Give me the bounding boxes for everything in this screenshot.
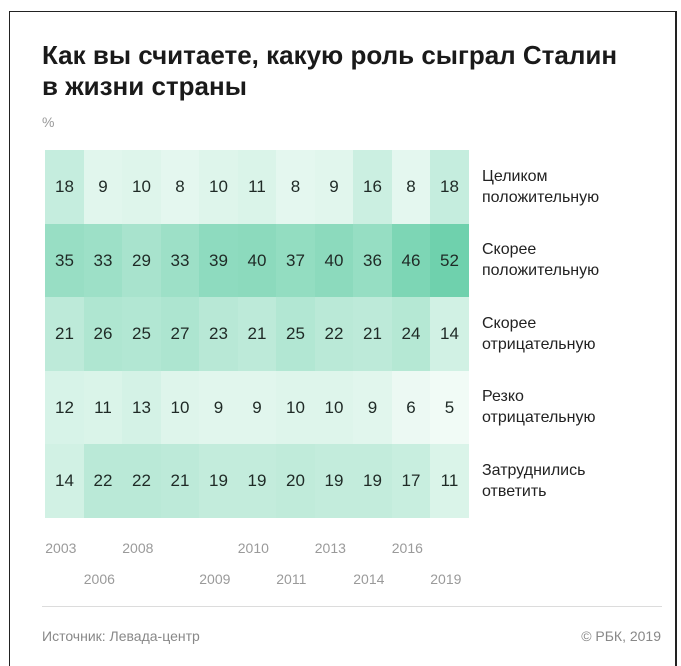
year-tick-label: 2009	[199, 571, 231, 587]
heatmap-cell: 19	[353, 444, 392, 518]
row-label-line-2: положительную	[482, 188, 600, 206]
title-line-2: в жизни страны	[42, 71, 247, 101]
heatmap-cell: 24	[391, 297, 431, 371]
heatmap-cell: 5	[430, 370, 469, 445]
row-label-line-2: ответить	[482, 482, 547, 500]
footer-divider	[42, 606, 662, 607]
heatmap-cell: 18	[430, 150, 469, 224]
heatmap-cell: 10	[314, 370, 354, 445]
row-label-line-2: отрицательную	[482, 335, 596, 353]
year-tick-label: 2010	[237, 540, 269, 556]
year-tick-label: 2013	[314, 540, 346, 556]
heatmap-cell: 29	[122, 223, 161, 298]
heatmap-cell: 33	[160, 223, 200, 298]
heatmap-cell: 20	[276, 444, 315, 518]
heatmap-cell: 11	[237, 150, 277, 224]
chart-title: Как вы считаете, какую роль сыграл Стали…	[42, 40, 662, 102]
heatmap-cell: 21	[353, 297, 392, 371]
heatmap-cell: 14	[45, 444, 84, 518]
row-label-line-1: Целиком	[482, 167, 548, 185]
heatmap-cell: 10	[276, 370, 315, 445]
heatmap-cell: 21	[45, 297, 84, 371]
heatmap-cell: 16	[353, 150, 392, 224]
heatmap-cell: 10	[122, 150, 161, 224]
heatmap-cell: 33	[83, 223, 123, 298]
heatmap-cell: 11	[430, 444, 469, 518]
year-tick-label: 2016	[391, 540, 423, 556]
heatmap-cell: 40	[314, 223, 354, 298]
heatmap-cell: 11	[83, 370, 123, 445]
heatmap-cell: 21	[237, 297, 277, 371]
heatmap-cell: 52	[430, 223, 469, 298]
row-label: Скорее положительную	[482, 239, 599, 281]
heatmap-cell: 10	[160, 370, 200, 445]
row-label-line-1: Затруднились	[482, 461, 586, 479]
row-label: Резко отрицательную	[482, 386, 595, 428]
heatmap-cell: 19	[237, 444, 277, 518]
row-label: Скорее отрицательную	[482, 313, 595, 355]
row-label-line-2: положительную	[482, 262, 600, 280]
heatmap-cell: 10	[199, 150, 238, 224]
heatmap-cell: 8	[160, 150, 200, 224]
heatmap-cell: 21	[160, 444, 200, 518]
heatmap-cell: 25	[122, 297, 161, 371]
heatmap-cell: 37	[276, 223, 315, 298]
heatmap-cell: 46	[391, 223, 431, 298]
row-label: Целиком положительную	[482, 166, 599, 208]
heatmap-cell: 17	[391, 444, 431, 518]
year-tick-label: 2006	[83, 571, 115, 587]
row-label-line-1: Скорее	[482, 314, 537, 332]
year-tick-label: 2019	[430, 571, 462, 587]
heatmap-cell: 35	[45, 223, 84, 298]
heatmap-cell: 9	[353, 370, 392, 445]
heatmap-cell: 18	[45, 150, 84, 224]
heatmap-cell: 14	[430, 297, 469, 371]
heatmap-cell: 9	[199, 370, 238, 445]
heatmap-cell: 22	[314, 297, 354, 371]
heatmap-cell: 26	[83, 297, 123, 371]
copyright-text: © РБК, 2019	[581, 628, 661, 644]
heatmap-cell: 9	[237, 370, 277, 445]
row-label-line-1: Резко	[482, 388, 524, 406]
heatmap-cell: 8	[391, 150, 431, 224]
year-tick-label: 2011	[276, 571, 307, 587]
heatmap-cell: 40	[237, 223, 277, 298]
heatmap-cell: 23	[199, 297, 238, 371]
heatmap-cell: 25	[276, 297, 315, 371]
year-tick-label: 2003	[45, 540, 77, 556]
heatmap-cell: 9	[314, 150, 354, 224]
heatmap-cell: 36	[353, 223, 392, 298]
heatmap-cell: 19	[314, 444, 354, 518]
row-label: Затруднились ответить	[482, 460, 585, 502]
heatmap-cell: 39	[199, 223, 238, 298]
heatmap-cell: 8	[276, 150, 315, 224]
heatmap-cell: 9	[83, 150, 123, 224]
title-line-1: Как вы считаете, какую роль сыграл Стали…	[42, 40, 618, 70]
heatmap-cell: 12	[45, 370, 84, 445]
heatmap-cell: 27	[160, 297, 200, 371]
heatmap-cell: 22	[122, 444, 161, 518]
heatmap-cell: 22	[83, 444, 123, 518]
heatmap-cell: 13	[122, 370, 161, 445]
year-tick-label: 2008	[122, 540, 154, 556]
unit-label: %	[42, 114, 55, 130]
row-label-line-1: Скорее	[482, 241, 537, 259]
source-text: Источник: Левада-центр	[42, 628, 200, 644]
row-label-line-2: отрицательную	[482, 409, 596, 427]
heatmap-cell: 6	[391, 370, 431, 445]
heatmap-cell: 19	[199, 444, 238, 518]
year-tick-label: 2014	[353, 571, 385, 587]
